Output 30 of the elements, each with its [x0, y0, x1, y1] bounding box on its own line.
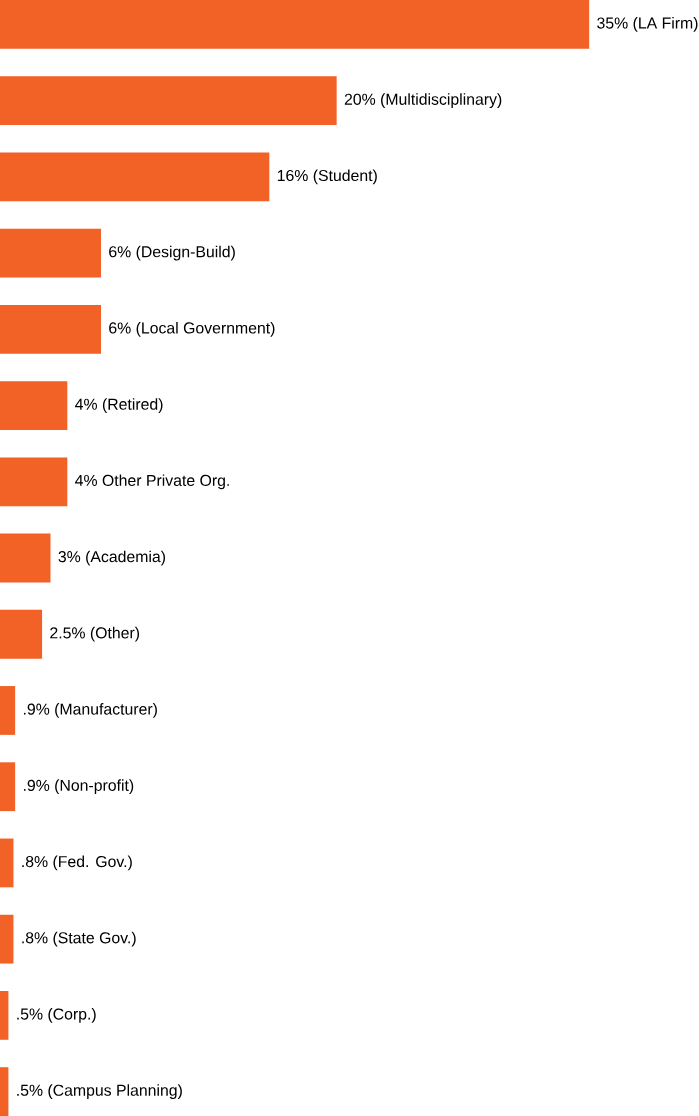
data-label: .9% (Manufacturer): [24, 703, 158, 718]
bar: [0, 990, 9, 1040]
bar: [0, 0, 590, 49]
bar: [0, 838, 14, 888]
bar: [0, 152, 270, 202]
data-label: 35% (LA Firm): [597, 17, 698, 32]
bar: [0, 762, 16, 812]
data-label: .8% (State Gov.): [22, 931, 136, 947]
data-label: 2.5% (Other): [50, 626, 140, 642]
data-label: 6% (Design-Build): [109, 245, 236, 261]
data-label: .9% (Non-profit): [24, 779, 134, 795]
data-label: .5% (Corp.): [17, 1008, 96, 1023]
data-label: .8% (Fed. Gov.): [22, 855, 133, 871]
bar: [0, 304, 102, 354]
bar: [0, 686, 16, 735]
data-label: 6% (Local Government): [109, 321, 275, 337]
bar: [0, 381, 68, 430]
bar: [0, 1067, 9, 1116]
data-label: 16% (Student): [278, 169, 378, 185]
data-label: 4% Other Private Org.: [75, 474, 230, 490]
bar: [0, 457, 68, 507]
data-label: 20% (Multidisciplinary): [345, 93, 502, 108]
data-label: 4% (Retired): [75, 398, 163, 413]
data-label: .5% (Campus Planning): [17, 1084, 183, 1099]
bar: [0, 228, 102, 278]
bar: [0, 609, 43, 659]
bar: [0, 76, 337, 126]
bar: [0, 914, 14, 964]
bar: [0, 533, 51, 583]
data-label: 3% (Academia): [58, 550, 166, 566]
